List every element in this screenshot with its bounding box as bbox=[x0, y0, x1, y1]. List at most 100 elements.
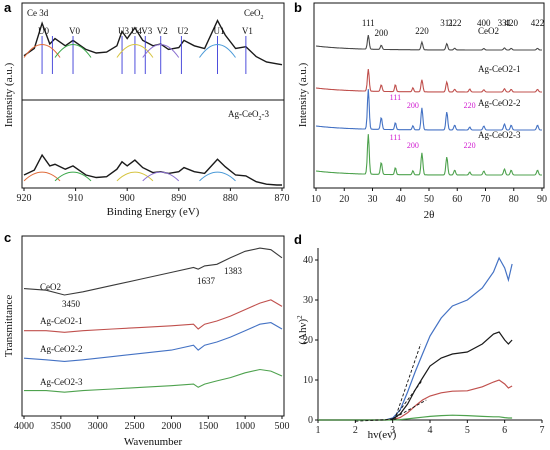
panel-b-series-CeO2 bbox=[315, 34, 542, 51]
panel-b-xtick-label: 90 bbox=[537, 194, 547, 205]
panel-c-series-label: Ag-CeO2-2 bbox=[40, 344, 83, 354]
panel-b-ag-reflection-label: 111 bbox=[390, 133, 401, 142]
panel-c-series-Ag-CeO2-3 bbox=[24, 368, 283, 393]
panel-b-ag-reflection-label: 200 bbox=[407, 101, 419, 110]
panel-a-fit-component bbox=[23, 171, 61, 182]
panel-a-peak-label: U1 bbox=[214, 26, 225, 36]
panel-a-fit-component bbox=[142, 43, 180, 58]
panel-a-sample-bottom: Ag-CeO2-3 bbox=[228, 109, 269, 122]
panel-d: 1 2 3 4 5 6 7 0 10 20 30 40 hv(ev) (Ahν)2 bbox=[296, 248, 545, 441]
panel-b-xtick-label: 20 bbox=[339, 194, 349, 205]
panel-c-series-label: Ag-CeO2-1 bbox=[40, 316, 83, 326]
panel-a-fit-component bbox=[116, 43, 154, 58]
panel-a-title: Ce 3d bbox=[27, 8, 49, 18]
panel-c: CeO2 Ag-CeO2-1 Ag-CeO2-2 Ag-CeO2-3 3450 1637 1… bbox=[3, 235, 290, 448]
panel-d-series-Ag-CeO2-3 bbox=[318, 414, 513, 421]
panel-a-fit-component bbox=[54, 43, 92, 58]
panel-a-xticks: 920 910 900 890 880 870 bbox=[17, 188, 290, 204]
panel-b-xtick-label: 10 bbox=[311, 194, 321, 205]
panel-d-xtick-label: 2 bbox=[353, 425, 358, 436]
panel-d-baseline bbox=[355, 418, 397, 422]
panel-a-frame bbox=[21, 2, 285, 189]
panel-b-reflection-label: 422 bbox=[531, 18, 545, 28]
panel-c-series-label: Ag-CeO2-3 bbox=[40, 377, 83, 387]
panel-d-xtick-label: 6 bbox=[502, 425, 507, 436]
panel-a-plot: U0 V0 U3 U4 V3 V2 U2 U1 V1 bbox=[23, 19, 283, 186]
panel-c-xtick-label: 4000 bbox=[14, 421, 34, 432]
panel-a-xlabel: Binding Energy (eV) bbox=[107, 206, 200, 218]
panel-b-letter: b bbox=[294, 0, 302, 15]
panel-d-ytick-label: 10 bbox=[303, 375, 313, 386]
panel-a-ylabel: Intensity (a.u.) bbox=[3, 62, 15, 127]
panel-d-xtick-label: 7 bbox=[540, 425, 545, 436]
panel-d-xlabel: hv(ev) bbox=[368, 429, 397, 441]
panel-c-xticks: 4000 3500 3000 2500 2000 1500 1000 500 bbox=[14, 416, 290, 432]
panel-b-ag-reflection-label: 111 bbox=[390, 93, 401, 102]
panel-d-ticks: 1 2 3 4 5 6 7 0 10 20 30 40 bbox=[303, 255, 545, 436]
panel-c-xtick-label: 1000 bbox=[235, 421, 255, 432]
panel-a-peak-label: U3 bbox=[118, 26, 129, 36]
panel-c-xtick-label: 3000 bbox=[88, 421, 108, 432]
panel-a-peak-label: V2 bbox=[157, 26, 168, 36]
panel-b-reflection-label: 220 bbox=[415, 26, 429, 36]
panel-c-xtick-label: 2000 bbox=[161, 421, 181, 432]
panel-a-series-Ag-CeO2-3 bbox=[23, 153, 282, 186]
panel-a-fit-component bbox=[23, 43, 61, 58]
panel-c-xtick-label: 3500 bbox=[51, 421, 71, 432]
panel-b-xtick-label: 80 bbox=[509, 194, 519, 205]
panel-c-series-Ag-CeO2-1 bbox=[24, 299, 283, 333]
panel-a-xtick-label: 910 bbox=[68, 193, 83, 204]
panel-a-xtick-label: 900 bbox=[120, 193, 135, 204]
panel-b-ag-reflection-label: 220 bbox=[464, 141, 476, 150]
panel-a-peak-label: U0 bbox=[38, 26, 49, 36]
panel-d-ylabel: (Ahν)2 bbox=[296, 315, 309, 345]
panel-d-xtick-label: 5 bbox=[465, 425, 470, 436]
panel-b-xlabel: 2θ bbox=[424, 209, 435, 221]
panel-c-xlabel: Wavenumber bbox=[124, 436, 183, 448]
panel-b-reflection-label: 400 bbox=[477, 18, 491, 28]
panel-a-fit-component bbox=[116, 171, 154, 182]
panel-d-xtick-label: 3 bbox=[390, 425, 395, 436]
panel-c-series-label: CeO2 bbox=[40, 282, 61, 292]
panel-b-reflection-label: 420 bbox=[504, 18, 518, 28]
panel-b-series-label: CeO2 bbox=[478, 26, 499, 36]
panel-b-reflection-label: 111 bbox=[362, 18, 375, 28]
panel-a-peak-label: U4 bbox=[131, 26, 142, 36]
panel-c-xtick-label: 2500 bbox=[125, 421, 145, 432]
panel-d-xtick-label: 1 bbox=[316, 425, 321, 436]
panel-b-frame bbox=[313, 2, 545, 189]
panel-d-tangent bbox=[394, 343, 422, 421]
panel-c-letter: c bbox=[4, 230, 11, 245]
panel-d-tangent bbox=[390, 399, 427, 421]
panel-d-plot bbox=[318, 256, 513, 422]
panel-b-xtick-label: 40 bbox=[396, 194, 406, 205]
panel-c-frame bbox=[21, 235, 285, 417]
panel-b-ag-reflection-label: 220 bbox=[464, 101, 476, 110]
panel-c-ylabel: Transmittance bbox=[3, 295, 15, 358]
panel-b-reflection-label: 222 bbox=[448, 18, 462, 28]
panel-a: Ce 3d CeO2 Ag-CeO2-3 U0 V0 U3 U4 V3 V2 U2 U1 V1 … bbox=[3, 2, 290, 218]
panel-d-tangent bbox=[392, 379, 423, 421]
panel-d-ytick-label: 30 bbox=[303, 295, 313, 306]
panel-b-ylabel: Intensity (a.u.) bbox=[297, 62, 309, 127]
panel-b-series-label: Ag-CeO2-3 bbox=[478, 130, 521, 140]
panel-d-series-Ag-CeO2-2 bbox=[318, 379, 513, 421]
panel-a-peak-label: V3 bbox=[141, 26, 152, 36]
panel-b-xticks: 10 20 30 40 50 60 70 80 90 bbox=[311, 188, 547, 205]
panel-a-fit-component bbox=[199, 43, 236, 58]
panel-d-letter: d bbox=[294, 232, 302, 247]
panel-c-band-label: 3450 bbox=[62, 299, 81, 309]
panel-d-ytick-label: 40 bbox=[303, 255, 313, 266]
panel-b-series-label: Ag-CeO2-1 bbox=[478, 64, 521, 74]
panel-a-sample-top: CeO2 bbox=[244, 8, 264, 21]
panel-c-band-label: 1383 bbox=[224, 266, 243, 276]
panel-a-letter: a bbox=[4, 0, 12, 15]
panel-c-xtick-label: 500 bbox=[275, 421, 290, 432]
panel-b-ag-reflection-label: 200 bbox=[407, 141, 419, 150]
panel-b-reflection-label: 311 bbox=[440, 18, 453, 28]
panel-d-ytick-label: 0 bbox=[308, 415, 313, 426]
panel-a-peak-label: V0 bbox=[69, 26, 80, 36]
